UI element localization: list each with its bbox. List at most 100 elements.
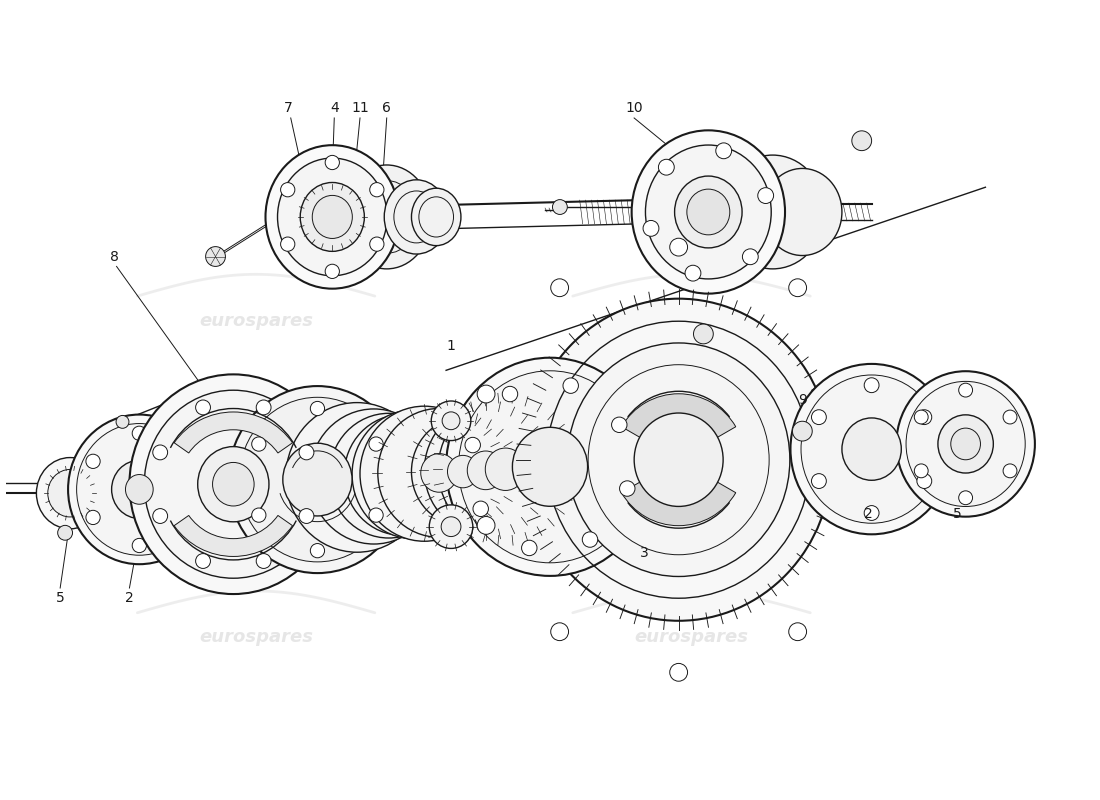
Ellipse shape (842, 418, 901, 480)
Ellipse shape (371, 457, 407, 494)
Ellipse shape (377, 409, 500, 538)
Circle shape (196, 554, 210, 569)
Circle shape (644, 221, 659, 236)
Circle shape (862, 517, 880, 534)
Text: 6: 6 (383, 101, 392, 115)
Circle shape (619, 481, 635, 496)
Ellipse shape (329, 414, 448, 538)
Ellipse shape (411, 418, 515, 526)
Circle shape (252, 508, 266, 522)
Circle shape (310, 543, 324, 558)
Circle shape (612, 417, 627, 433)
Circle shape (326, 264, 340, 278)
Circle shape (742, 249, 758, 265)
Circle shape (256, 554, 271, 569)
Wedge shape (621, 460, 736, 526)
Circle shape (865, 506, 879, 521)
Circle shape (178, 510, 192, 525)
Ellipse shape (635, 413, 723, 506)
Circle shape (503, 386, 518, 402)
Circle shape (465, 438, 481, 453)
Ellipse shape (125, 474, 153, 504)
Wedge shape (174, 412, 293, 453)
Circle shape (792, 422, 812, 441)
Ellipse shape (448, 455, 478, 488)
Circle shape (670, 238, 688, 256)
Wedge shape (174, 515, 293, 557)
Ellipse shape (198, 446, 270, 522)
Ellipse shape (526, 298, 832, 621)
Text: eurospares: eurospares (199, 629, 314, 646)
Ellipse shape (309, 409, 438, 544)
Ellipse shape (212, 462, 254, 506)
Ellipse shape (762, 169, 842, 255)
Text: 8: 8 (110, 250, 119, 263)
Text: 2: 2 (125, 591, 134, 605)
Ellipse shape (791, 364, 953, 534)
Ellipse shape (130, 374, 338, 594)
Circle shape (914, 410, 928, 424)
Ellipse shape (686, 189, 729, 235)
Ellipse shape (459, 370, 641, 563)
Ellipse shape (336, 455, 378, 500)
Circle shape (368, 437, 383, 451)
Circle shape (153, 445, 167, 460)
Circle shape (551, 623, 569, 641)
Circle shape (685, 266, 701, 281)
Circle shape (521, 540, 537, 556)
Ellipse shape (312, 195, 352, 238)
Ellipse shape (938, 415, 993, 473)
Ellipse shape (277, 158, 387, 276)
Ellipse shape (447, 358, 653, 576)
Circle shape (789, 623, 806, 641)
Ellipse shape (265, 145, 399, 289)
Circle shape (368, 508, 383, 522)
Circle shape (132, 538, 146, 553)
Ellipse shape (384, 180, 449, 254)
Ellipse shape (395, 455, 432, 494)
Circle shape (693, 324, 713, 344)
Circle shape (196, 400, 210, 415)
Circle shape (789, 279, 806, 297)
Circle shape (812, 410, 826, 425)
Circle shape (551, 279, 569, 297)
Ellipse shape (421, 454, 458, 492)
Ellipse shape (344, 414, 459, 535)
Text: eurospares: eurospares (635, 312, 748, 330)
Ellipse shape (801, 375, 943, 523)
Circle shape (851, 131, 871, 150)
Ellipse shape (631, 130, 785, 294)
Text: 5: 5 (56, 591, 65, 605)
Ellipse shape (286, 402, 428, 552)
Text: eurospares: eurospares (635, 629, 748, 646)
Circle shape (1003, 410, 1016, 424)
Text: 7: 7 (284, 101, 293, 115)
Circle shape (959, 491, 972, 505)
Ellipse shape (36, 458, 103, 529)
Circle shape (442, 412, 460, 430)
Circle shape (473, 501, 488, 517)
Circle shape (812, 474, 826, 489)
Circle shape (563, 378, 579, 394)
Circle shape (86, 454, 100, 469)
Circle shape (206, 246, 225, 266)
Ellipse shape (47, 470, 92, 517)
Text: 3: 3 (639, 546, 648, 560)
Ellipse shape (674, 176, 742, 248)
Circle shape (429, 505, 473, 549)
Circle shape (310, 402, 324, 416)
Circle shape (280, 237, 295, 251)
Text: 2: 2 (865, 507, 873, 521)
Circle shape (280, 182, 295, 197)
Ellipse shape (352, 410, 475, 538)
Ellipse shape (239, 398, 396, 562)
Ellipse shape (354, 456, 393, 497)
Ellipse shape (384, 457, 419, 493)
Circle shape (178, 454, 192, 469)
Ellipse shape (896, 371, 1035, 517)
Ellipse shape (229, 386, 407, 573)
Circle shape (299, 445, 314, 460)
Circle shape (477, 517, 495, 534)
Ellipse shape (720, 155, 825, 269)
Circle shape (299, 509, 314, 523)
